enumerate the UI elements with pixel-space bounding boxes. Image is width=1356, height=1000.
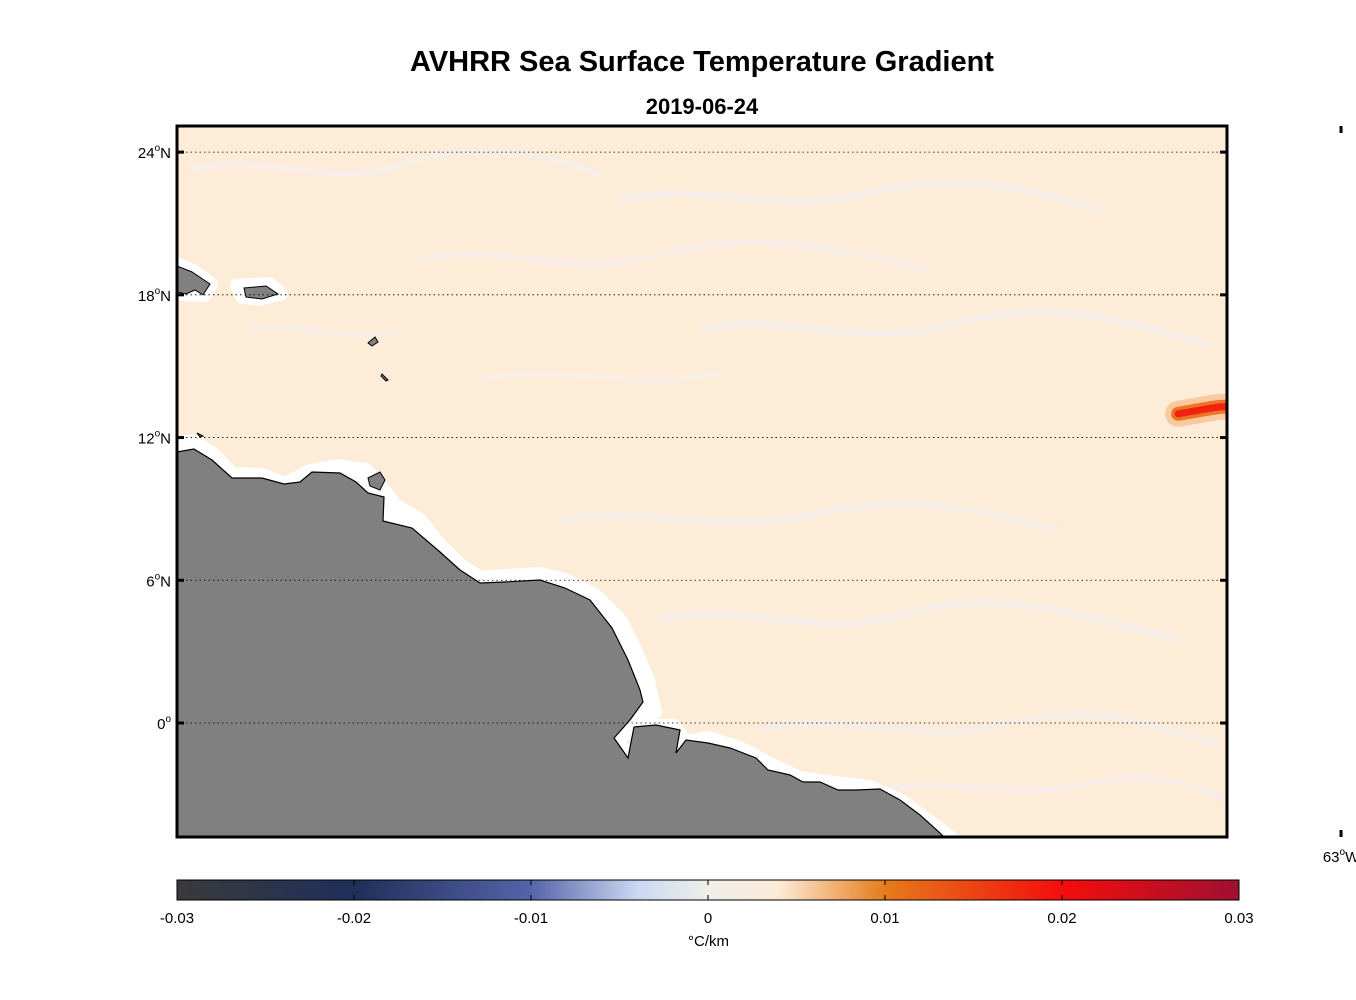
colorbar-tick-label: 0 [704, 910, 712, 927]
colorbar-units-label: °C/km [688, 933, 729, 950]
sst-front [1260, 367, 1356, 395]
south-america-landmass [177, 448, 945, 837]
trinidad-island [367, 471, 386, 491]
lat-tick-label: 0o [157, 714, 171, 733]
texture-layer [189, 147, 1227, 803]
longitude-labels: 63oW54oW45oW36oW27oW [1323, 847, 1356, 866]
colorbar-tick-label: -0.01 [514, 910, 548, 927]
latitude-labels: 24oN 18oN 12oN 6oN 0o [138, 143, 172, 733]
colorbar-tick-label: 0.03 [1224, 910, 1253, 927]
sst-front [1260, 367, 1356, 395]
sst-front [1174, 403, 1227, 418]
lat-tick-label: 12oN [138, 429, 171, 448]
virgin-islands [243, 285, 280, 300]
colorbar-tick-label: 0.01 [870, 910, 899, 927]
lat-tick-label: 18oN [138, 286, 171, 305]
small-island [367, 336, 379, 347]
lat-tick-label: 24oN [138, 143, 171, 162]
map-frame [175, 124, 1229, 839]
colorbar-ticks: -0.03 -0.02 -0.01 0 0.01 0.02 0.03 [160, 880, 1254, 927]
colorbar-tick-label: 0.02 [1047, 910, 1076, 927]
land [177, 265, 945, 837]
lat-tick-label: 6oN [146, 571, 171, 590]
small-island [380, 373, 389, 382]
gradient-fronts [1165, 367, 1356, 427]
chart-subtitle: 2019-06-24 [645, 94, 759, 119]
chart-title: AVHRR Sea Surface Temperature Gradient [410, 46, 994, 78]
colorbar-tick-label: -0.02 [337, 910, 371, 927]
axis-ticks [177, 126, 1343, 837]
lon-tick-label: 63oW [1323, 847, 1356, 866]
colorbar-tick-label: -0.03 [160, 910, 194, 927]
small-island [196, 432, 205, 438]
